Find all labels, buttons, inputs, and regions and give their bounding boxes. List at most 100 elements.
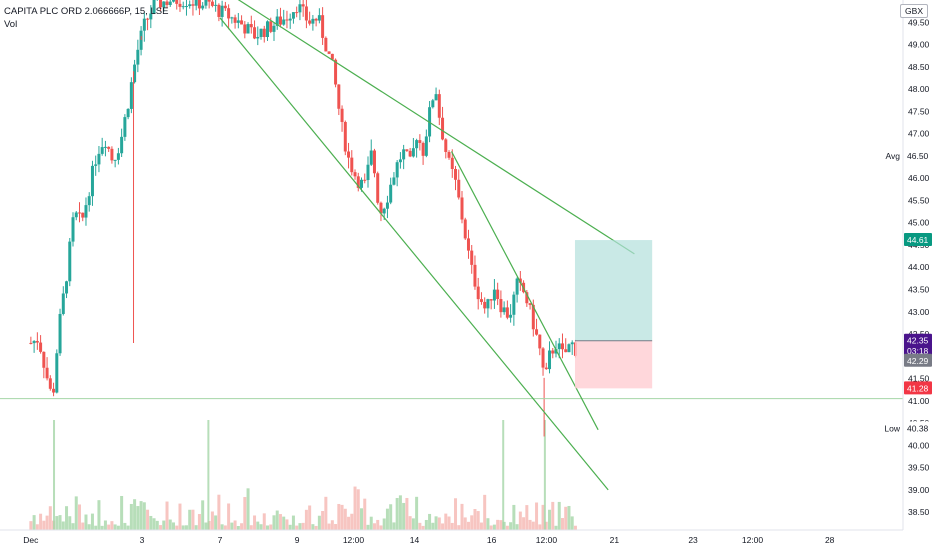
volume-bar bbox=[159, 525, 163, 530]
price-tick-label: 43.00 bbox=[908, 307, 930, 317]
candle-body bbox=[324, 37, 328, 52]
currency-button[interactable]: GBX bbox=[900, 4, 928, 18]
candle-body bbox=[272, 25, 276, 32]
candle-body bbox=[424, 136, 428, 156]
candle-body bbox=[450, 157, 454, 169]
candle-body bbox=[382, 208, 386, 214]
candle-body bbox=[405, 149, 409, 151]
volume-bar bbox=[201, 500, 205, 530]
volume-bar bbox=[120, 495, 124, 530]
candle-body bbox=[230, 17, 234, 19]
candle-body bbox=[564, 349, 568, 353]
candle-body bbox=[220, 5, 224, 17]
volume-bar bbox=[194, 525, 198, 530]
candle-body bbox=[437, 94, 441, 118]
volume-bar bbox=[321, 510, 325, 530]
volume-bar bbox=[535, 502, 539, 530]
volume-bar bbox=[350, 513, 354, 530]
trend-line[interactable] bbox=[219, 17, 609, 491]
candle-body bbox=[415, 140, 419, 149]
candle-body bbox=[541, 348, 545, 368]
volume-bar bbox=[499, 520, 503, 530]
volume-bar bbox=[454, 498, 458, 530]
candle-body bbox=[240, 20, 244, 25]
volume-bar bbox=[256, 521, 260, 530]
candle-body bbox=[499, 299, 503, 313]
price-tick-label: 49.00 bbox=[908, 40, 930, 50]
candle-body bbox=[343, 121, 347, 152]
candle-body bbox=[58, 313, 62, 354]
candle-body bbox=[463, 219, 467, 239]
volume-bar bbox=[570, 516, 574, 530]
volume-bar bbox=[32, 515, 36, 530]
time-tick-label: 23 bbox=[688, 535, 698, 545]
price-tick-label: 47.50 bbox=[908, 106, 930, 116]
volume-bar bbox=[249, 525, 253, 530]
volume-bar bbox=[84, 514, 88, 530]
volume-bar bbox=[543, 420, 546, 530]
volume-bar bbox=[269, 524, 273, 530]
price-label-name: Avg bbox=[886, 151, 901, 161]
candle-body bbox=[447, 151, 451, 158]
candle-body bbox=[103, 146, 107, 148]
candle-body bbox=[411, 148, 415, 157]
volume-bar bbox=[356, 489, 360, 530]
volume-bar bbox=[376, 519, 380, 530]
volume-bar bbox=[431, 522, 435, 530]
volume-bar bbox=[191, 509, 195, 530]
candle-body bbox=[398, 159, 402, 163]
volume-bar bbox=[444, 513, 448, 530]
price-tick-label: 39.00 bbox=[908, 485, 930, 495]
time-tick-label: 14 bbox=[410, 535, 420, 545]
trend-line[interactable] bbox=[235, 0, 635, 255]
volume-bar bbox=[29, 521, 33, 530]
volume-bar bbox=[204, 522, 208, 530]
candle-body bbox=[123, 117, 127, 137]
candle-body bbox=[217, 4, 221, 17]
candle-body bbox=[327, 51, 331, 54]
price-tick-label: 49.50 bbox=[908, 17, 930, 27]
trend-line[interactable] bbox=[450, 151, 599, 431]
volume-bar bbox=[379, 525, 383, 530]
volume-bar bbox=[103, 520, 107, 530]
volume-bar bbox=[136, 506, 140, 530]
candle-body bbox=[236, 20, 240, 23]
volume-bar bbox=[538, 524, 542, 530]
drawings[interactable] bbox=[0, 0, 903, 491]
candle-body bbox=[191, 4, 195, 6]
volume-bar bbox=[240, 523, 244, 530]
volume-bar bbox=[389, 504, 393, 530]
candle-body bbox=[149, 13, 153, 20]
volume-bar bbox=[81, 522, 85, 530]
volume-bar bbox=[476, 511, 480, 530]
volume-bar bbox=[304, 509, 308, 530]
candle-body bbox=[350, 157, 354, 173]
price-tick-label: 47.00 bbox=[908, 129, 930, 139]
price-label-box bbox=[904, 233, 932, 247]
volume-bar bbox=[188, 509, 192, 530]
volume-bar bbox=[301, 522, 305, 530]
volume-bar bbox=[42, 520, 46, 530]
candle-body bbox=[376, 173, 380, 203]
candle-body bbox=[502, 307, 506, 313]
volume-bar bbox=[87, 524, 91, 530]
volume-bar bbox=[557, 501, 561, 530]
price-tick-label: 39.50 bbox=[908, 463, 930, 473]
candle-body bbox=[74, 212, 78, 218]
volume-bar bbox=[246, 488, 250, 530]
candle-body bbox=[243, 24, 247, 34]
candle-body bbox=[515, 278, 519, 295]
candle-body bbox=[441, 117, 445, 140]
volume-bar bbox=[515, 524, 519, 530]
candle-body bbox=[538, 334, 542, 349]
price-label-value: 44.61 bbox=[907, 235, 929, 245]
candle-body bbox=[162, 1, 166, 8]
candle-body bbox=[168, 1, 172, 5]
volume-bar bbox=[398, 495, 402, 530]
volume-bar bbox=[55, 516, 59, 530]
candle-body bbox=[133, 64, 137, 83]
volume-bar bbox=[405, 497, 409, 530]
candle-body bbox=[266, 21, 270, 38]
candle-body bbox=[116, 153, 120, 160]
